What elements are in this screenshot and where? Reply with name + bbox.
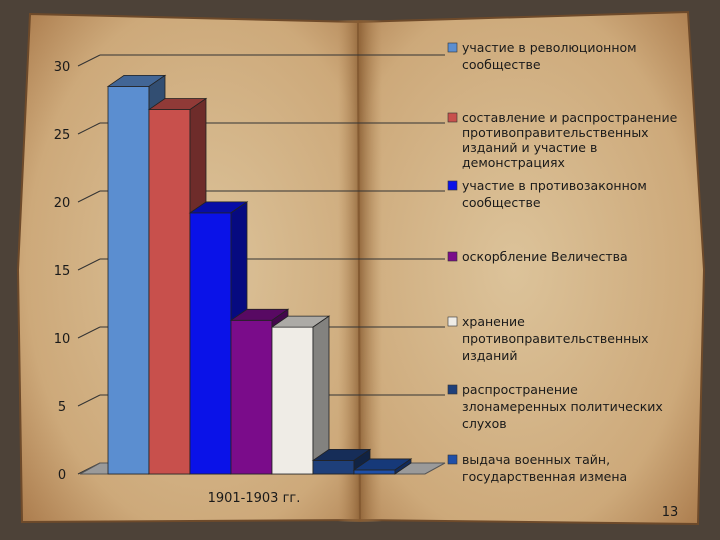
y-tick-label-15: 15 — [54, 264, 71, 279]
legend-label-7: выдача военных тайн, государственная изме… — [462, 452, 627, 484]
legend-swatch-1 — [447, 42, 458, 53]
legend-swatch-2 — [447, 112, 458, 123]
bar-front-4 — [230, 319, 273, 475]
y-tick-label-30: 30 — [54, 60, 71, 75]
bar-5 — [270, 315, 331, 475]
bar-front-2 — [148, 109, 191, 475]
y-axis: 0 5 10 15 20 25 30 — [54, 60, 71, 483]
y-tick-label-10: 10 — [54, 332, 71, 347]
y-tick-label-20: 20 — [54, 196, 71, 211]
y-tick-label-5: 5 — [58, 400, 66, 415]
bar-6 — [311, 448, 372, 475]
legend-label-2: составление и распространение противоправ… — [462, 110, 678, 170]
gridline-5 — [77, 394, 101, 407]
legend-label-5: хранение противоправительственных изданий — [462, 314, 649, 363]
gridline-30 — [77, 54, 101, 67]
gridline-10 — [77, 326, 101, 339]
legend-swatch-7 — [447, 454, 458, 465]
legend-swatch-6 — [447, 384, 458, 395]
bar-front-1 — [107, 86, 150, 475]
bars — [106, 74, 413, 475]
bar-side-5 — [312, 315, 330, 475]
bar-7 — [352, 458, 413, 475]
gridline-25 — [77, 122, 101, 135]
legend-swatch-3 — [447, 180, 458, 191]
y-tick-label-25: 25 — [54, 128, 71, 143]
bar-front-6 — [312, 459, 355, 475]
right-page — [356, 10, 706, 526]
gridline-15 — [77, 258, 101, 271]
bar-front-5 — [271, 326, 314, 475]
legend-swatch-5 — [447, 316, 458, 327]
legend-swatch-4 — [447, 251, 458, 262]
page-number: 13 — [662, 505, 679, 520]
bar-front-7 — [353, 469, 396, 475]
x-category-label: 1901-1903 гг. — [208, 491, 301, 506]
bar-front-3 — [189, 212, 232, 475]
y-tick-label-0: 0 — [58, 468, 66, 483]
legend-label-6: распространение злонамеренных политически… — [462, 382, 663, 431]
legend-label-4: оскорбление Величества — [462, 249, 628, 264]
legend: участие в революционном сообществе составл… — [447, 40, 678, 484]
book-spine — [338, 20, 382, 522]
legend-label-3: участие в противозаконном сообществе — [462, 178, 647, 210]
bar-side-7 — [394, 458, 412, 475]
legend-label-1: участие в революционном сообществе — [462, 40, 637, 72]
gridline-20 — [77, 190, 101, 203]
